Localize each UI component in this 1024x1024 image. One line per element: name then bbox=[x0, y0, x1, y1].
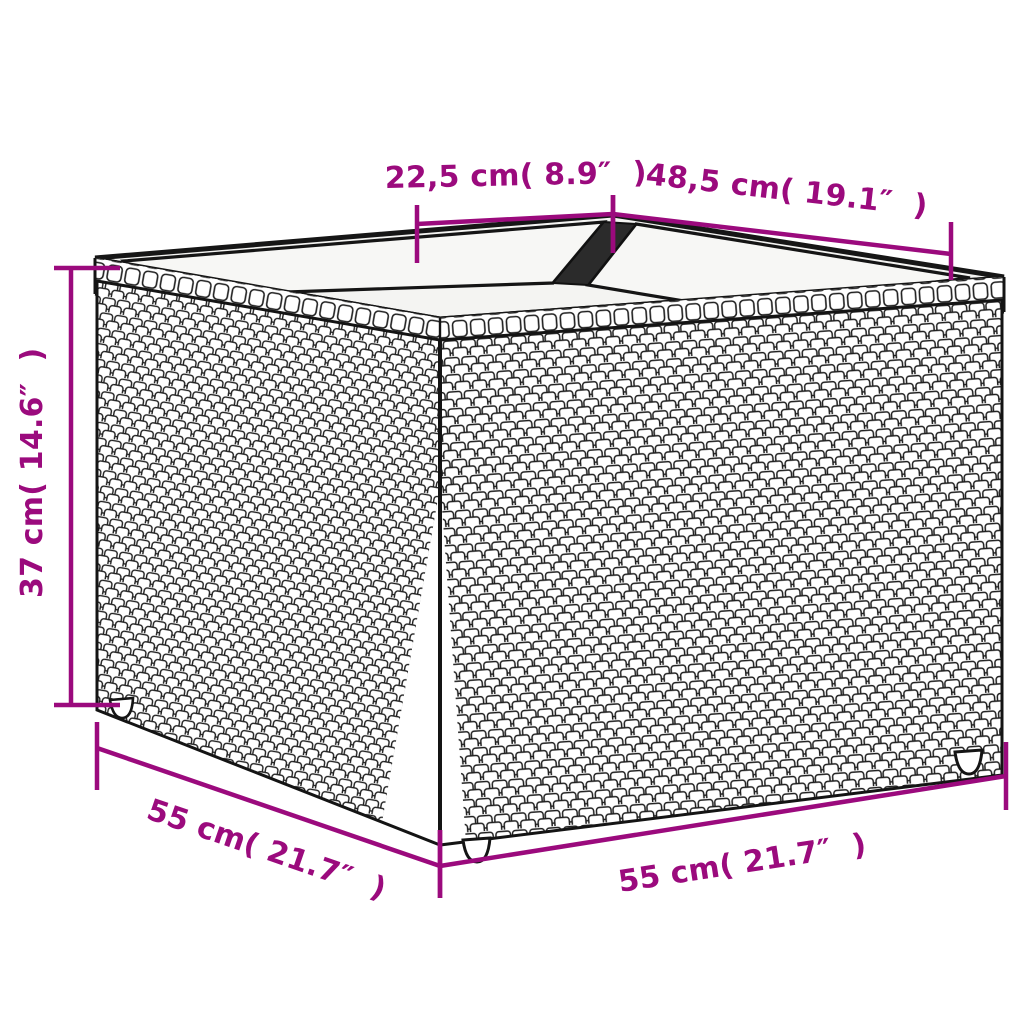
foot-front-right bbox=[953, 748, 984, 776]
dimension-line-width bbox=[437, 742, 1009, 898]
dimension-line-height bbox=[54, 265, 120, 708]
dimension-label-top-left: 22,5 cm( 8.9″ ) bbox=[384, 156, 647, 196]
dimension-label-top-right: 48,5 cm( 19.1″ ) bbox=[644, 157, 929, 224]
dimension-label-width: 55 cm( 21.7″ ) bbox=[616, 827, 869, 900]
dimension-annotations bbox=[54, 195, 1009, 898]
table-side-panel-front bbox=[438, 298, 1004, 847]
dimension-line-top-right bbox=[610, 195, 954, 280]
dimension-label-height: 37 cm( 14.6″ ) bbox=[15, 348, 50, 598]
